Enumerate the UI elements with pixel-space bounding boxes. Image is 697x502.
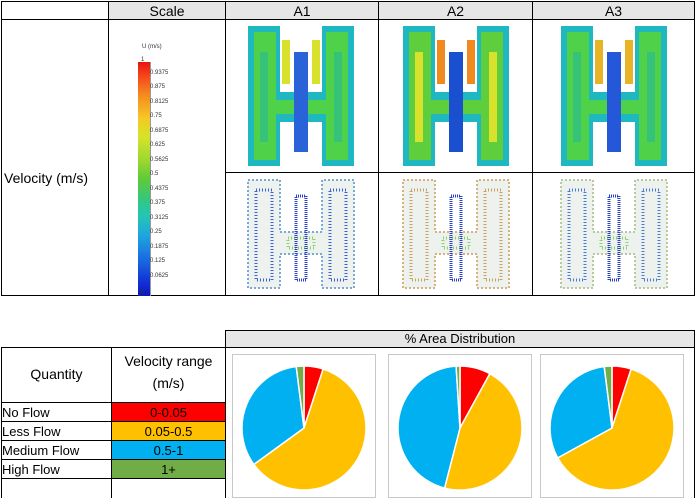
scale-tick-0.8125: 0.8125 — [150, 99, 169, 105]
scale-tick-0.9375: 0.9375 — [150, 70, 169, 76]
scale-tick-0.75: 0.75 — [150, 113, 162, 119]
scale-title: U (m/s) — [142, 44, 162, 50]
pie-chart-a1 — [241, 365, 367, 491]
pie-slice-medium-flow — [241, 365, 305, 466]
header-a2: A2 — [446, 3, 465, 19]
scale-tick-0.875: 0.875 — [150, 84, 166, 90]
pie-frame-a1 — [232, 354, 376, 498]
header-row-bg — [108, 2, 694, 19]
title-row-bg — [226, 331, 694, 347]
scale-tick-0.5: 0.5 — [150, 171, 159, 177]
scale-tick-0.6875: 0.6875 — [150, 128, 169, 134]
scale-tick-0.375: 0.375 — [150, 200, 166, 206]
velocity-table: Scale A1 A2 A3 Velocity (m/s) U (m/s) 1 … — [1, 1, 695, 296]
scale-tick-0.0625: 0.0625 — [150, 273, 169, 279]
pie-slice-high-flow — [455, 365, 461, 429]
scale-tick-0.3125: 0.3125 — [150, 215, 169, 221]
pie-frame-a3 — [540, 354, 684, 498]
pie-slice-high-flow — [603, 365, 613, 429]
col-header-velocity-line2: (m/s) — [152, 375, 185, 391]
a2-velocity-vectors — [402, 179, 510, 289]
scale-tick-0.1875: 0.1875 — [150, 244, 169, 250]
a3-velocity-contour — [561, 26, 667, 166]
col-header-quantity: Quantity — [30, 366, 83, 382]
row-range-high-flow: 1+ — [112, 460, 225, 478]
scale-tick-0.4375: 0.4375 — [150, 186, 169, 192]
pie-frame-a2 — [388, 354, 532, 498]
scale-tick-0.125: 0.125 — [150, 258, 166, 264]
scale-tick-1: 1 — [141, 57, 145, 63]
scale-tick-line — [150, 62, 151, 296]
col-header-velocity-line1: Velocity range — [124, 353, 213, 369]
a1-velocity-contour — [248, 26, 354, 166]
row-name-high-flow: High Flow — [2, 462, 60, 477]
velocity-color-scale: U (m/s) — [110, 44, 224, 296]
scale-tick-0.625: 0.625 — [150, 142, 166, 148]
pie-slice-less-flow — [252, 368, 367, 491]
row-label-velocity: Velocity (m/s) — [4, 170, 89, 186]
pie-chart-a2 — [397, 365, 523, 491]
row-name-no-flow: No Flow — [2, 405, 50, 420]
distribution-title: % Area Distribution — [404, 331, 516, 346]
pie-slice-medium-flow — [397, 365, 461, 489]
scale-colorbar — [138, 62, 150, 296]
header-a1: A1 — [293, 3, 311, 19]
scale-tick-0.5625: 0.5625 — [150, 157, 169, 163]
pie-slice-high-flow — [295, 365, 305, 429]
header-scale: Scale — [149, 3, 185, 19]
pie-slice-less-flow — [556, 368, 675, 491]
pie-slice-medium-flow — [549, 365, 613, 459]
pie-chart-a3 — [549, 365, 675, 491]
row-range-less-flow: 0.05-0.5 — [112, 422, 225, 440]
header-a3: A3 — [604, 3, 623, 19]
a1-velocity-vectors — [247, 179, 355, 289]
row-range-no-flow: 0-0.05 — [112, 403, 225, 421]
row-range-medium-flow: 0.5-1 — [112, 441, 225, 459]
a2-velocity-contour — [403, 26, 509, 166]
row-name-medium-flow: Medium Flow — [2, 443, 80, 458]
a3-velocity-vectors — [560, 179, 668, 289]
row-name-less-flow: Less Flow — [2, 424, 61, 439]
scale-tick-0.25: 0.25 — [150, 229, 162, 235]
area-distribution-table: % Area Distribution Quantity Velocity ra… — [0, 320, 697, 498]
pie-slice-less-flow — [443, 372, 523, 491]
scale-tick-0: 0 — [141, 290, 145, 296]
